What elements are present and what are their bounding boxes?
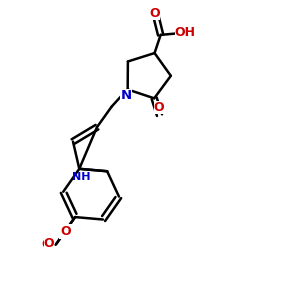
- Text: O: O: [154, 101, 164, 114]
- Text: O: O: [60, 225, 70, 238]
- Text: O: O: [60, 225, 70, 238]
- Text: O: O: [149, 7, 160, 20]
- Text: O: O: [41, 238, 52, 251]
- Text: N: N: [121, 89, 132, 102]
- Text: OH: OH: [175, 26, 196, 39]
- Text: NH: NH: [72, 172, 91, 182]
- Text: O: O: [44, 236, 54, 250]
